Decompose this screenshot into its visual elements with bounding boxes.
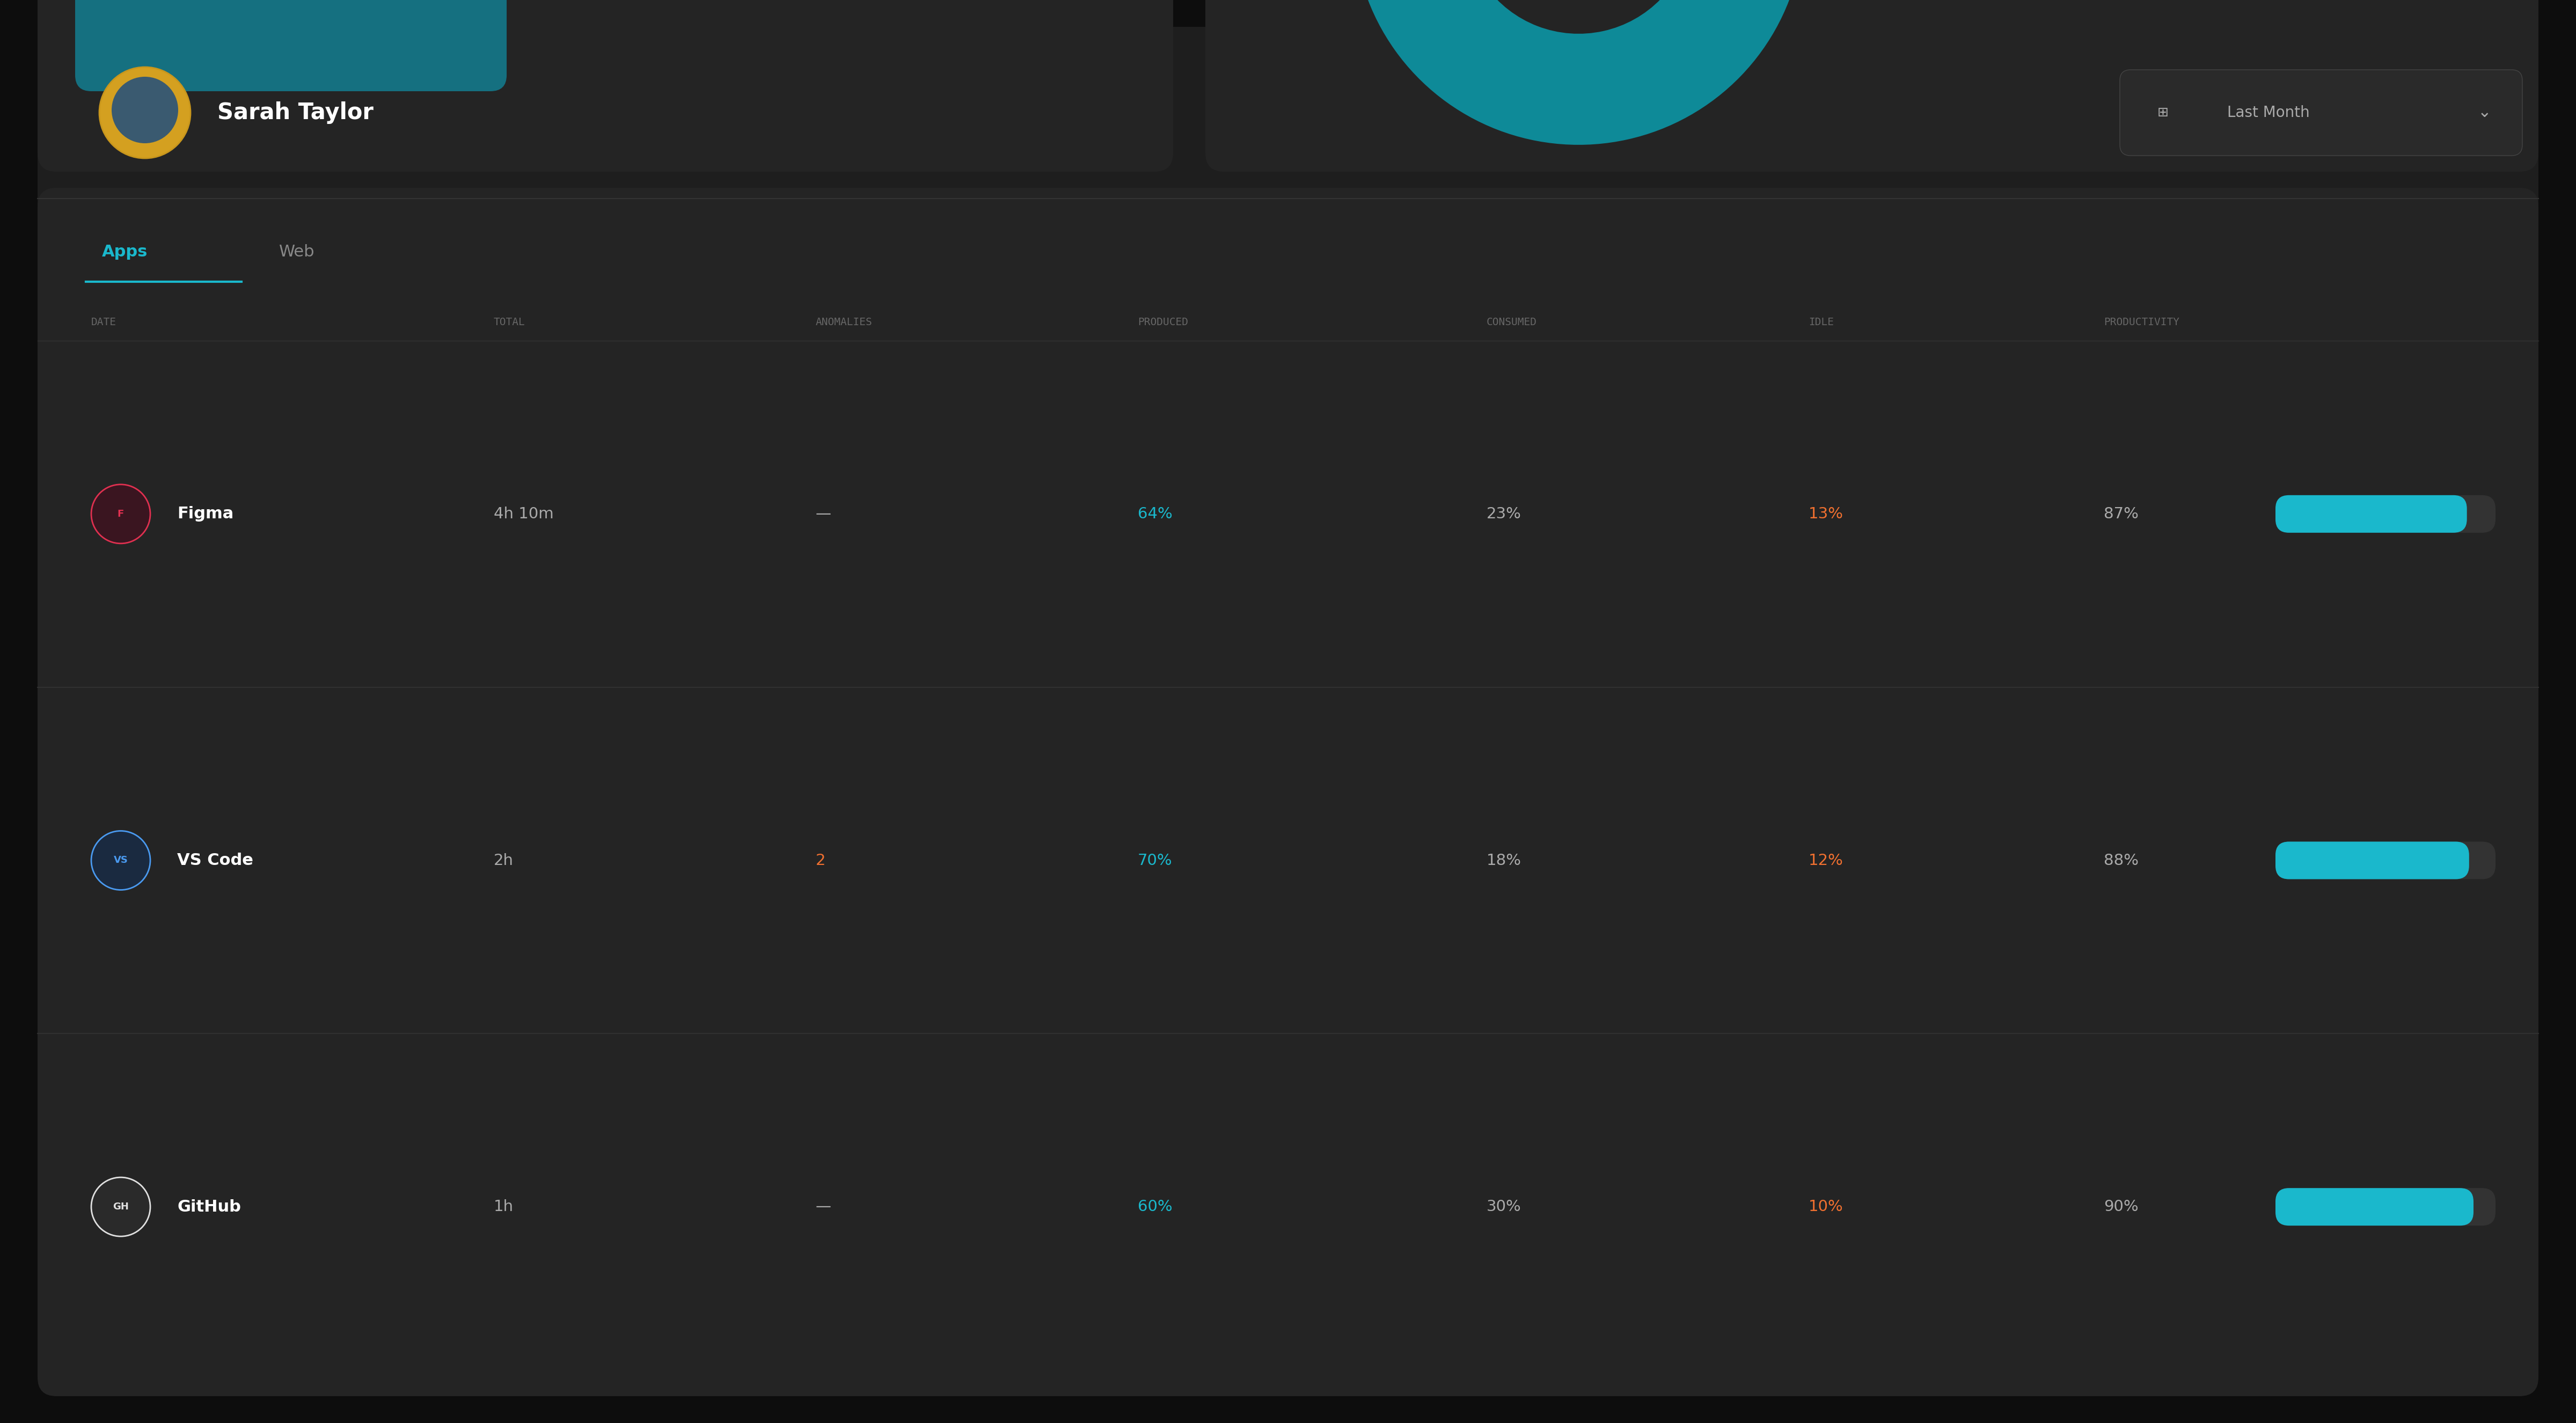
Text: 12%: 12% [1808, 852, 1844, 868]
Text: F: F [118, 509, 124, 519]
Text: VS Code: VS Code [178, 852, 252, 868]
Text: 30%: 30% [1486, 1200, 1522, 1214]
Text: 87%: 87% [2105, 507, 2138, 521]
FancyBboxPatch shape [2275, 495, 2468, 532]
FancyBboxPatch shape [2275, 1188, 2473, 1225]
Text: Web: Web [278, 245, 314, 260]
Text: GitHub: GitHub [178, 1200, 242, 1215]
Text: ⊞: ⊞ [2159, 107, 2169, 120]
FancyBboxPatch shape [75, 0, 507, 91]
Circle shape [111, 77, 178, 144]
FancyBboxPatch shape [2275, 495, 2496, 532]
Text: Figma: Figma [178, 507, 234, 522]
Text: 90%: 90% [2105, 1200, 2138, 1214]
FancyBboxPatch shape [1206, 0, 2537, 172]
FancyBboxPatch shape [2275, 841, 2470, 879]
Circle shape [90, 1177, 149, 1237]
Text: 10%: 10% [1808, 1200, 1844, 1214]
Wedge shape [1352, 0, 1806, 147]
FancyBboxPatch shape [2275, 1188, 2496, 1225]
Text: 88%: 88% [2105, 852, 2138, 868]
Text: ⌄: ⌄ [2478, 105, 2491, 121]
FancyBboxPatch shape [39, 27, 2537, 1396]
Circle shape [100, 67, 191, 158]
Text: 1h: 1h [495, 1200, 513, 1214]
Text: 4h 10m: 4h 10m [495, 507, 554, 521]
Text: GH: GH [113, 1202, 129, 1211]
Text: IDLE: IDLE [1808, 317, 1834, 327]
Text: Sarah Taylor: Sarah Taylor [216, 101, 374, 124]
Text: CONSUMED: CONSUMED [1486, 317, 1538, 327]
Text: ANOMALIES: ANOMALIES [817, 317, 873, 327]
Text: 70%: 70% [1139, 852, 1172, 868]
Text: 23%: 23% [1486, 507, 1522, 521]
Text: Last Month: Last Month [2228, 105, 2311, 120]
Text: 18%: 18% [1486, 852, 1522, 868]
Text: 13%: 13% [1808, 507, 1844, 521]
Text: Apps: Apps [103, 245, 147, 260]
Text: 2: 2 [817, 852, 827, 868]
FancyBboxPatch shape [2275, 841, 2496, 879]
Text: 64%: 64% [1139, 507, 1172, 521]
Text: —: — [817, 507, 832, 521]
Text: —: — [817, 1200, 832, 1214]
Circle shape [90, 484, 149, 544]
FancyBboxPatch shape [2120, 70, 2522, 155]
FancyBboxPatch shape [39, 0, 1172, 172]
Text: PRODUCED: PRODUCED [1139, 317, 1188, 327]
Text: DATE: DATE [90, 317, 116, 327]
Text: VS: VS [113, 855, 129, 865]
FancyBboxPatch shape [39, 188, 2537, 1396]
Text: PRODUCTIVITY: PRODUCTIVITY [2105, 317, 2179, 327]
Text: TOTAL: TOTAL [495, 317, 526, 327]
Circle shape [90, 831, 149, 889]
Text: 60%: 60% [1139, 1200, 1172, 1214]
Text: 2h: 2h [495, 852, 513, 868]
